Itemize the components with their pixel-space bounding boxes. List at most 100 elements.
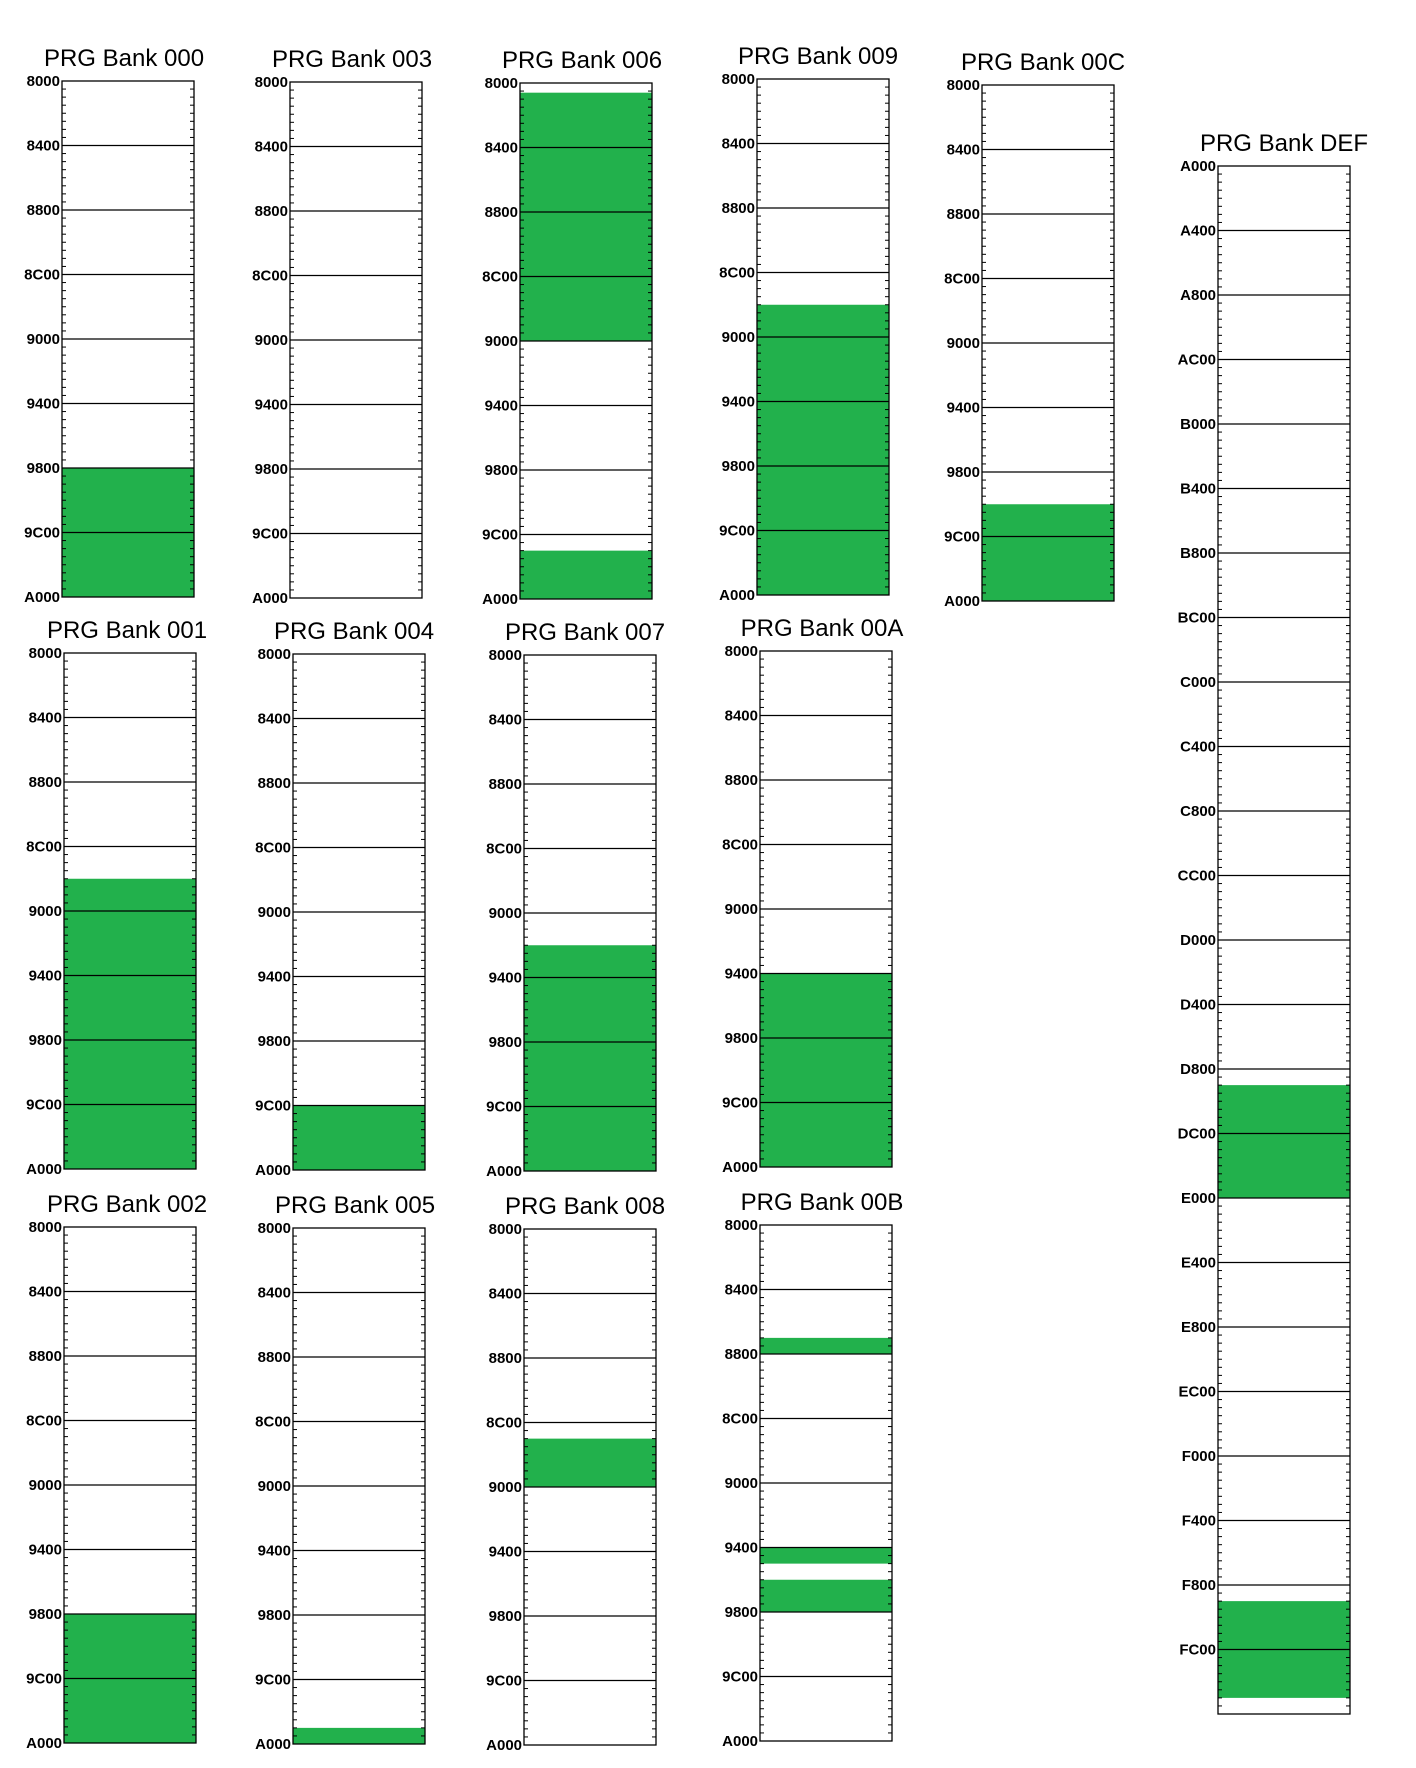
tick-label: 8400 — [27, 138, 60, 155]
bank-title: PRG Bank 003 — [272, 46, 432, 73]
tick-label: E000 — [1181, 1190, 1216, 1207]
tick-label: 9800 — [489, 1034, 522, 1051]
bank-border — [759, 650, 893, 1168]
tick-label: 8C00 — [482, 269, 518, 286]
tick-label: 8800 — [29, 774, 62, 791]
tick-label: 8C00 — [722, 837, 758, 854]
bank-border — [981, 84, 1115, 602]
tick-label: 8C00 — [719, 265, 755, 282]
tick-label: 8400 — [725, 708, 758, 725]
used-range — [293, 1105, 425, 1170]
tick-label: B400 — [1180, 481, 1216, 498]
tick-label: 8800 — [722, 200, 755, 217]
tick-label: D800 — [1180, 1061, 1216, 1078]
tick-label: 9000 — [255, 332, 288, 349]
tick-label: 9400 — [29, 968, 62, 985]
used-range — [760, 973, 892, 1167]
tick-label: 8C00 — [486, 841, 522, 858]
tick-label: 8800 — [485, 204, 518, 221]
tick-label: 8800 — [489, 776, 522, 793]
tick-label: A000 — [1180, 158, 1216, 175]
used-range — [520, 550, 652, 599]
tick-label: DC00 — [1178, 1126, 1216, 1143]
tick-label: 8400 — [722, 136, 755, 153]
tick-label: 9400 — [725, 966, 758, 983]
tick-label: A000 — [255, 1736, 291, 1753]
tick-label: 8000 — [258, 1220, 291, 1237]
tick-label: 9000 — [258, 904, 291, 921]
tick-label: 9C00 — [26, 1671, 62, 1688]
tick-label: 8400 — [258, 711, 291, 728]
tick-label: 9C00 — [719, 523, 755, 540]
tick-label: 8400 — [29, 1284, 62, 1301]
tick-label: 8000 — [29, 645, 62, 662]
used-range — [1218, 1085, 1350, 1198]
tick-label: 8800 — [27, 202, 60, 219]
tick-label: 9000 — [29, 1477, 62, 1494]
tick-label: D000 — [1180, 932, 1216, 949]
tick-label: 9400 — [258, 969, 291, 986]
tick-label: A000 — [486, 1163, 522, 1180]
tick-label: 9800 — [27, 460, 60, 477]
used-range — [760, 1579, 892, 1612]
bank-title: PRG Bank 000 — [44, 45, 204, 72]
tick-label: 9400 — [489, 970, 522, 987]
tick-label: A000 — [944, 593, 980, 610]
tick-label: 9800 — [485, 462, 518, 479]
tick-label: 8000 — [29, 1219, 62, 1236]
tick-label: B800 — [1180, 545, 1216, 562]
used-range — [520, 92, 652, 341]
tick-label: 9400 — [258, 1543, 291, 1560]
tick-label: A000 — [255, 1162, 291, 1179]
tick-label: BC00 — [1178, 610, 1216, 627]
tick-label: 9400 — [947, 400, 980, 417]
tick-label: 9800 — [255, 461, 288, 478]
bank-border — [523, 1228, 657, 1746]
tick-label: 9000 — [29, 903, 62, 920]
used-range — [524, 1438, 656, 1487]
bank-border — [63, 652, 197, 1170]
tick-label: A000 — [482, 591, 518, 608]
tick-label: AC00 — [1178, 352, 1216, 369]
bank-title: PRG Bank 006 — [502, 47, 662, 74]
tick-label: 8C00 — [26, 1413, 62, 1430]
tick-label: EC00 — [1178, 1384, 1216, 1401]
bank-title: PRG Bank 004 — [274, 618, 434, 645]
tick-label: 9400 — [29, 1542, 62, 1559]
tick-label: 8400 — [725, 1282, 758, 1299]
bank-title: PRG Bank 007 — [505, 619, 665, 646]
tick-label: 8C00 — [944, 271, 980, 288]
tick-label: 8C00 — [26, 839, 62, 856]
tick-label: A000 — [719, 587, 755, 604]
tick-label: B000 — [1180, 416, 1216, 433]
tick-label: 8C00 — [255, 1414, 291, 1431]
bank-border — [63, 1226, 197, 1744]
tick-label: 9C00 — [486, 1099, 522, 1116]
tick-label: 9C00 — [26, 1097, 62, 1114]
used-range — [982, 504, 1114, 601]
tick-label: 9400 — [485, 398, 518, 415]
bank-title: PRG Bank 009 — [738, 43, 898, 70]
tick-label: 9C00 — [722, 1669, 758, 1686]
tick-label: A000 — [722, 1733, 758, 1750]
used-range — [293, 1727, 425, 1744]
tick-label: 9800 — [258, 1033, 291, 1050]
tick-label: 8C00 — [255, 840, 291, 857]
tick-label: 8800 — [725, 772, 758, 789]
tick-label: 8000 — [489, 647, 522, 664]
tick-label: 9800 — [29, 1032, 62, 1049]
tick-label: 8800 — [29, 1348, 62, 1365]
tick-label: F400 — [1182, 1513, 1216, 1530]
tick-label: 9800 — [722, 458, 755, 475]
tick-label: 9800 — [725, 1030, 758, 1047]
